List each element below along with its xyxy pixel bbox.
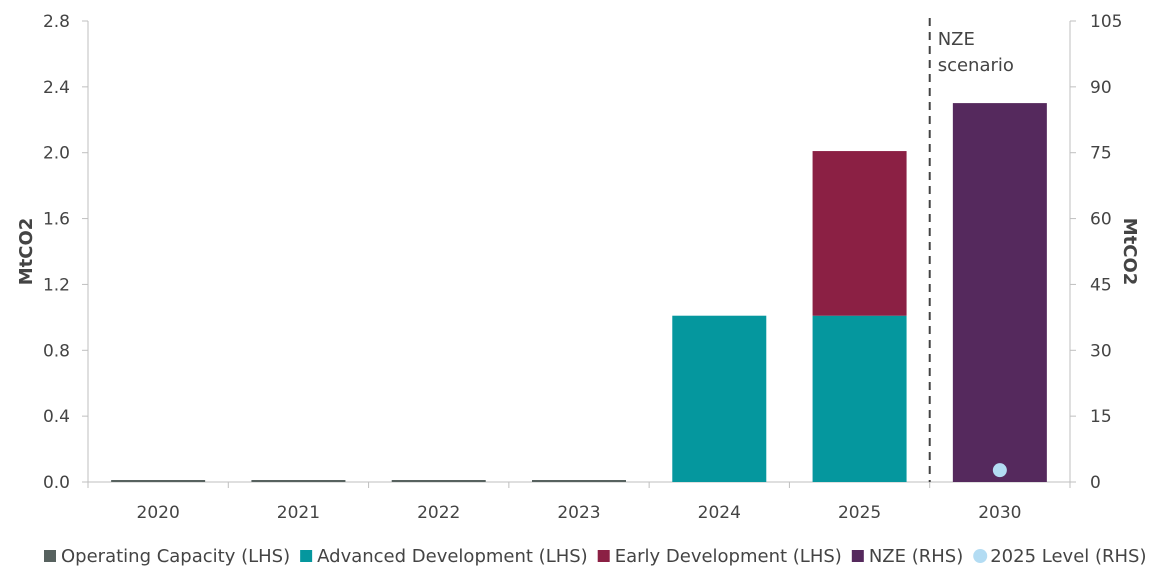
legend: Operating Capacity (LHS) Advanced Develop… xyxy=(44,546,1147,567)
legend-marker xyxy=(300,550,313,562)
y2-tick-label: 75 xyxy=(1090,144,1112,164)
bar-operating-capacity-lhs-2021 xyxy=(251,480,346,482)
x-tick-label: 2030 xyxy=(978,503,1021,523)
legend-label: NZE (RHS) xyxy=(869,546,963,567)
bars xyxy=(111,103,1047,483)
bar-nze-rhs-2030 xyxy=(952,103,1047,483)
y-tick-label: 2.0 xyxy=(43,144,70,164)
bar-operating-capacity-lhs-2020 xyxy=(111,480,206,482)
annotation: NZE scenario xyxy=(928,18,1014,482)
y2-tick-label: 90 xyxy=(1090,78,1112,98)
points xyxy=(992,463,1007,478)
legend-marker xyxy=(851,550,864,562)
bar-advanced-development-lhs-2025 xyxy=(812,315,907,482)
legend-marker xyxy=(44,550,56,562)
y-tick-label: 0.8 xyxy=(43,341,70,361)
y-tick-label: 2.4 xyxy=(43,78,70,98)
legend-label: 2025 Level (RHS) xyxy=(990,546,1146,567)
y-axis-title: MtCO2 xyxy=(16,218,37,286)
x-tick-label: 2020 xyxy=(137,503,180,523)
y2-tick-label: 45 xyxy=(1090,275,1112,295)
x-tick-label: 2024 xyxy=(698,503,741,523)
y-tick-label: 1.2 xyxy=(43,275,70,295)
axes: 0.0 0.4 0.8 1.2 1.6 2.0 2.4 2.8 0 15 30 45 60 75 90 105… xyxy=(16,12,1140,523)
bar-advanced-development-lhs-2024 xyxy=(672,315,767,482)
y-tick-label: 2.8 xyxy=(43,12,70,32)
annotation-text: scenario xyxy=(938,55,1014,76)
x-tick-label: 2023 xyxy=(557,503,600,523)
y-tick-label: 1.6 xyxy=(43,210,70,230)
point-2025-level xyxy=(992,463,1007,478)
y2-tick-label: 15 xyxy=(1090,407,1112,427)
y-tick-label: 0.4 xyxy=(43,407,70,427)
legend-label: Operating Capacity (LHS) xyxy=(61,546,290,567)
x-tick-label: 2025 xyxy=(838,503,881,523)
legend-marker xyxy=(973,549,988,563)
x-tick-label: 2022 xyxy=(417,503,460,523)
annotation-text: NZE xyxy=(938,29,975,50)
x-tick-label: 2021 xyxy=(277,503,320,523)
legend-label: Early Development (LHS) xyxy=(615,546,842,567)
y2-tick-label: 30 xyxy=(1090,341,1112,361)
y2-tick-label: 105 xyxy=(1090,12,1122,32)
bar-early-development-lhs-2025 xyxy=(812,151,907,316)
y2-tick-label: 0 xyxy=(1090,473,1101,493)
legend-label: Advanced Development (LHS) xyxy=(317,546,588,567)
y2-tick-label: 60 xyxy=(1090,210,1112,230)
bar-operating-capacity-lhs-2023 xyxy=(532,480,626,482)
y-tick-label: 0.0 xyxy=(43,473,70,493)
legend-marker xyxy=(597,550,610,562)
bar-operating-capacity-lhs-2022 xyxy=(391,480,486,482)
y2-axis-title: MtCO2 xyxy=(1119,218,1140,286)
